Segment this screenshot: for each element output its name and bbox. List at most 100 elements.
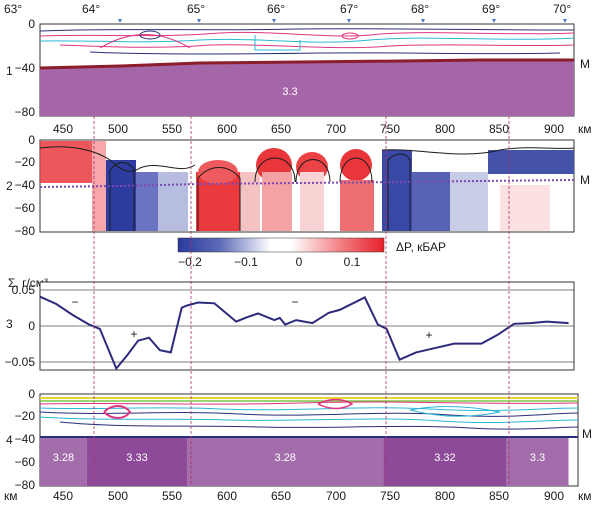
station-marker <box>563 19 567 23</box>
depth-tick: −80 <box>15 224 36 238</box>
contour-line <box>103 405 132 419</box>
depth-tick: 0 <box>28 387 35 401</box>
contour-line <box>317 398 354 410</box>
depth-tick: −20 <box>15 409 36 423</box>
anomaly-positive <box>262 172 292 231</box>
pressure-contours <box>39 146 575 231</box>
distance-tick: 750 <box>380 122 400 136</box>
contour-line <box>409 405 501 417</box>
correlation-lines <box>93 116 510 486</box>
anomaly-positive <box>340 149 372 181</box>
crust-contours-4 <box>39 397 579 430</box>
anomaly-negative <box>158 172 188 231</box>
contour-line <box>387 153 411 231</box>
distance-tick: 850 <box>489 122 509 136</box>
distance-tick: 500 <box>108 489 128 503</box>
distance-tick: 800 <box>435 122 455 136</box>
panel-1: 1 63° 64° 65° 66° 67° 68° 69° 70° <box>4 2 590 119</box>
moho-label: M <box>582 427 592 441</box>
station-marker <box>272 19 276 23</box>
panel-2-depth-axis: 0 −20 −40 −60 −80 <box>15 133 36 238</box>
panel-1-depth-axis: 0 −40 −80 <box>15 17 36 119</box>
distance-tick: 850 <box>489 489 509 503</box>
sigma-series <box>39 295 569 371</box>
mantle-fill <box>40 60 574 116</box>
contour-line <box>59 44 575 49</box>
anomaly-negative <box>412 172 450 231</box>
density-block <box>86 436 188 486</box>
contour-line <box>39 37 575 43</box>
contour-line <box>109 162 135 231</box>
contour-line <box>39 401 579 405</box>
contour-line <box>99 34 191 49</box>
distance-tick: 700 <box>326 122 346 136</box>
longitude-label: 66° <box>267 2 285 16</box>
distance-tick: 900 <box>544 122 564 136</box>
longitude-label: 63° <box>4 2 22 16</box>
panel-3-index: 3 <box>6 317 13 331</box>
depth-tick: 0 <box>28 17 35 31</box>
contour-line <box>89 51 561 55</box>
anomaly-positive <box>92 141 106 231</box>
contour-line <box>59 421 579 430</box>
longitude-markers <box>118 19 567 23</box>
contour-line <box>254 157 296 183</box>
contour-line <box>39 416 579 424</box>
distance-tick: 650 <box>271 489 291 503</box>
distance-unit: км <box>578 489 592 503</box>
anomaly-positive <box>198 160 238 184</box>
contour-line <box>39 31 575 37</box>
anomaly-positive <box>340 180 374 231</box>
y-tick: −0.05 <box>5 355 36 369</box>
distance-tick: 750 <box>380 489 400 503</box>
depth-tick: 0 <box>28 133 35 147</box>
depth-tick: −60 <box>15 201 36 215</box>
anomaly-positive <box>300 172 324 231</box>
sign-label: − <box>291 295 298 309</box>
longitude-label: 67° <box>340 2 358 16</box>
density-label: 3.33 <box>126 452 147 464</box>
density-label: 3.32 <box>434 452 455 464</box>
colorbar-tick: 0.1 <box>344 255 361 269</box>
station-marker <box>118 19 122 23</box>
contour-line <box>197 167 241 231</box>
panel-3: Σ, г/см³ 3 0.05 0 −0.05 − + − + <box>5 276 575 371</box>
y-tick: 0 <box>28 319 35 333</box>
panel-3-yaxis: 0.05 0 −0.05 <box>5 283 36 369</box>
contour-line <box>339 157 373 183</box>
distance-tick: 650 <box>271 122 291 136</box>
density-label: 3.3 <box>530 452 545 464</box>
depth-tick: −40 <box>15 61 36 75</box>
anomaly-positive <box>500 185 550 231</box>
moho-line <box>39 179 575 188</box>
distance-axis: 450 500 550 600 650 700 750 800 850 900 … <box>53 122 592 136</box>
distance-tick: 700 <box>326 489 346 503</box>
colorbar: ΔP, кБАР −0.2 −0.1 0 0.1 <box>177 237 446 269</box>
depth-tick: −80 <box>15 105 36 119</box>
contour-line <box>39 146 196 172</box>
sigma-line <box>39 295 569 371</box>
station-marker <box>421 19 425 23</box>
distance-tick: 800 <box>435 489 455 503</box>
panel-2: 2 <box>6 133 590 238</box>
depth-tick: −80 <box>15 478 36 492</box>
contour-line <box>341 32 359 40</box>
distance-tick: 600 <box>217 489 237 503</box>
anomaly-negative <box>382 150 412 231</box>
panel-2-index: 2 <box>6 179 13 193</box>
contour-line <box>381 147 575 155</box>
contour-line <box>39 407 579 412</box>
contour-line <box>254 35 301 51</box>
moho-line <box>39 58 574 70</box>
panel-4-index: 4 <box>6 433 13 447</box>
distance-tick: 900 <box>544 489 564 503</box>
panel-4: 4 3.28 3.33 3.28 3.32 3.3 M 0 −20 −40 −60 −8… <box>4 387 592 503</box>
contour-line <box>295 159 331 183</box>
density-label: 3.28 <box>53 452 74 464</box>
density-label: 3.28 <box>274 452 295 464</box>
panel-3-ylabel: Σ, г/см³ <box>8 276 48 290</box>
colorbar-label: ΔP, кБАР <box>396 240 446 254</box>
anomaly-positive <box>240 172 260 231</box>
depth-tick: −60 <box>15 455 36 469</box>
